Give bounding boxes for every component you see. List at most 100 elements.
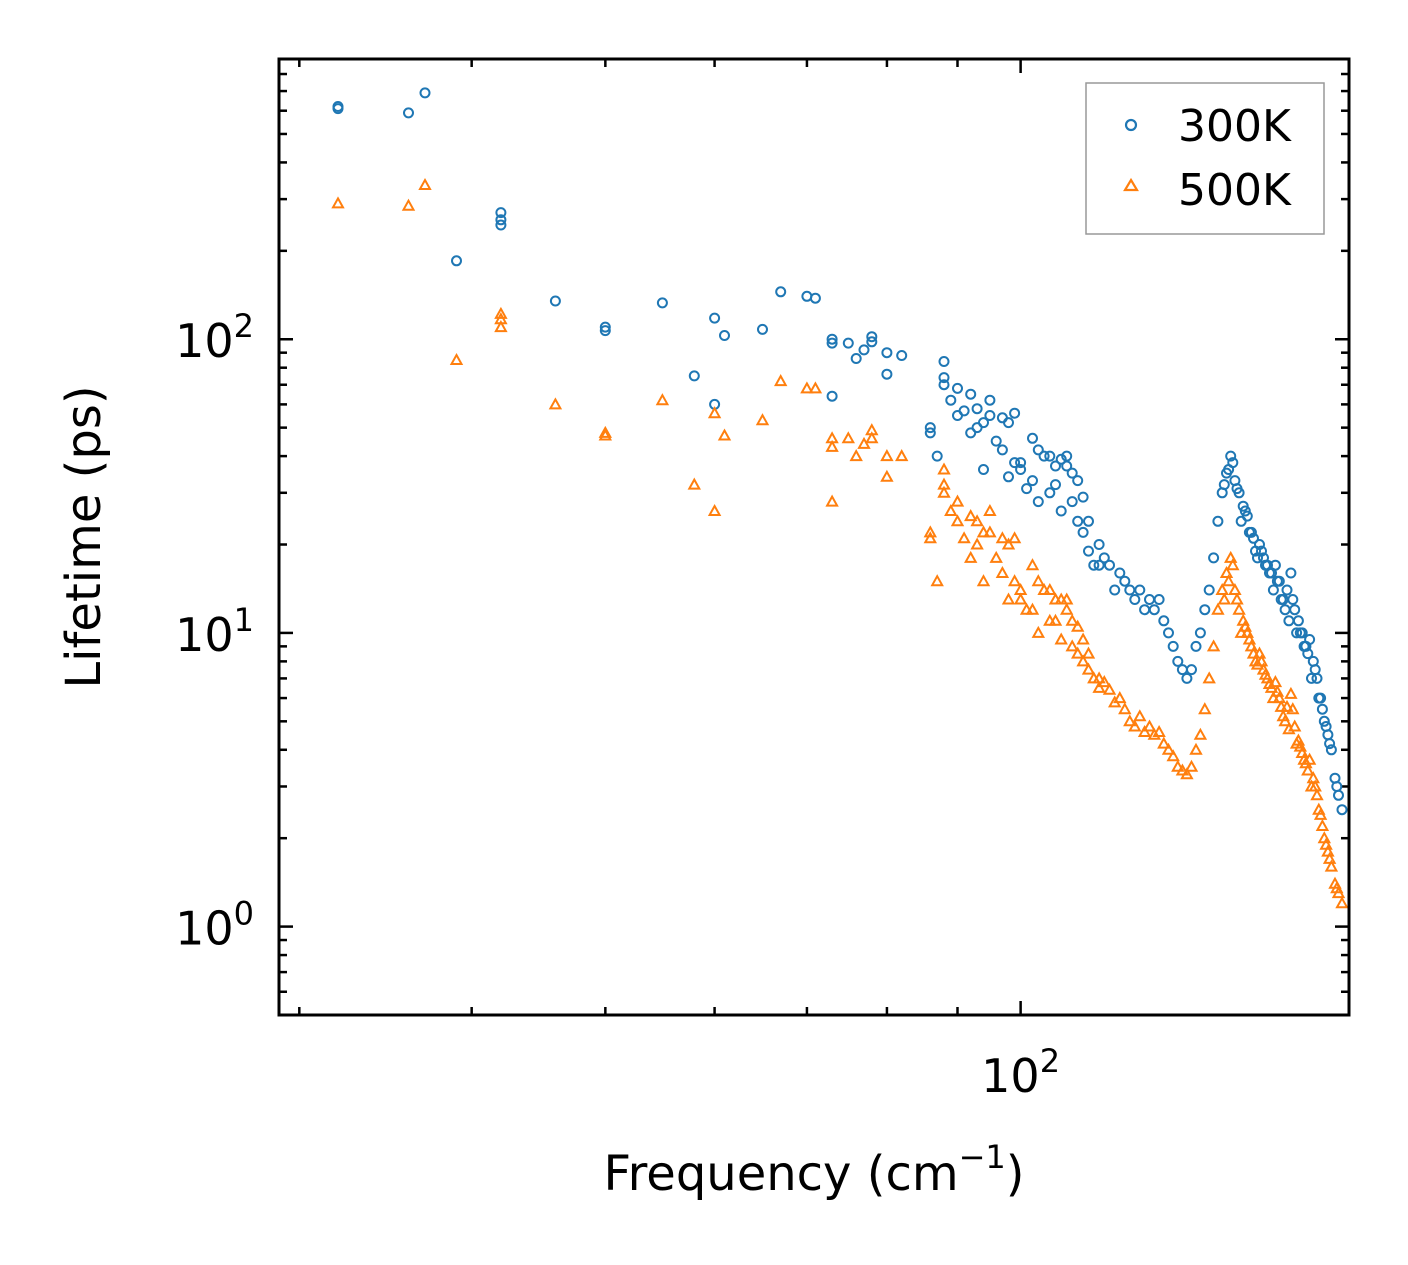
data-point-300K: [599, 321, 611, 333]
data-point-300K: [1212, 515, 1224, 527]
data-point-500K: [1076, 632, 1090, 645]
data-point-300K: [1119, 575, 1131, 587]
data-point-300K: [1291, 627, 1303, 639]
data-point-300K: [1243, 526, 1255, 538]
data-point-500K: [957, 531, 971, 544]
data-point-300K: [1077, 526, 1089, 538]
data-point-500K: [1217, 592, 1231, 605]
data-point-300K: [1093, 539, 1105, 550]
data-point-500K: [923, 531, 937, 544]
data-point-300K: [1309, 664, 1321, 676]
data-point-300K: [1003, 471, 1014, 483]
data-point-500K: [1198, 702, 1212, 715]
data-point-300K: [1134, 584, 1146, 596]
data-point-500K: [1322, 851, 1337, 864]
data-point-500K: [1007, 531, 1022, 544]
data-point-500K: [1230, 592, 1244, 605]
data-point-300K: [1104, 559, 1115, 571]
data-point-500K: [1189, 742, 1203, 755]
data-point-300K: [1304, 634, 1316, 645]
legend-label-500K: 500K: [1178, 165, 1292, 216]
data-point-300K: [495, 214, 507, 226]
data-point-300K: [1318, 715, 1330, 727]
data-point-300K: [1055, 453, 1067, 465]
data-point-500K: [1284, 686, 1298, 699]
data-point-500K: [717, 428, 732, 441]
x-axis-label-text: Frequency (cm: [603, 1146, 958, 1202]
x-axis-label-close: ): [1006, 1146, 1025, 1202]
data-point-500K: [983, 525, 997, 538]
data-point-500K: [1226, 558, 1240, 571]
data-point-500K: [1304, 779, 1319, 792]
data-point-500K: [1060, 592, 1074, 605]
data-point-300K: [826, 333, 838, 345]
data-point-500K: [1221, 574, 1236, 587]
y-axis-label: Lifetime (ps): [56, 385, 112, 688]
data-point-300K: [866, 331, 878, 343]
data-point-500K: [1215, 582, 1229, 595]
data-point-300K: [1271, 575, 1283, 587]
data-point-500K: [841, 431, 855, 444]
data-point-300K: [1009, 407, 1021, 419]
data-point-500K: [1319, 837, 1333, 850]
data-point-500K: [1102, 682, 1117, 695]
data-point-300K: [924, 422, 936, 434]
data-point-500K: [1031, 625, 1045, 638]
data-point-300K: [990, 435, 1002, 447]
data-point-500K: [1289, 736, 1304, 749]
data-point-500K: [1293, 739, 1307, 752]
data-point-500K: [1001, 537, 1016, 550]
data-point-300K: [1324, 738, 1336, 750]
data-point-500K: [1219, 565, 1234, 578]
data-point-500K: [964, 550, 978, 563]
data-point-300K: [1254, 539, 1265, 550]
data-point-300K: [1239, 505, 1251, 517]
data-point-500K: [865, 431, 879, 444]
data-point-500K: [930, 574, 944, 587]
data-point-300K: [809, 292, 821, 304]
data-point-300K: [1003, 417, 1014, 429]
data-point-300K: [1050, 460, 1061, 472]
data-point-500K: [1065, 613, 1079, 626]
x-axis-label-exponent: −1: [959, 1138, 1006, 1176]
data-point-300K: [1009, 457, 1021, 469]
data-point-300K: [826, 337, 838, 349]
data-point-300K: [1072, 515, 1084, 527]
data-point-300K: [1199, 604, 1211, 616]
data-point-300K: [599, 325, 611, 337]
data-point-500K: [1180, 767, 1194, 780]
data-point-300K: [1021, 483, 1033, 495]
data-point-300K: [757, 323, 768, 335]
data-point-500K: [880, 469, 894, 482]
data-point-500K: [1335, 896, 1349, 909]
data-point-500K: [950, 494, 965, 507]
data-point-500K: [1234, 625, 1248, 638]
data-point-300K: [1088, 559, 1100, 571]
data-point-500K: [449, 352, 464, 365]
legend-box: [1085, 82, 1325, 235]
data-point-500K: [1246, 646, 1261, 659]
data-point-500K: [1097, 675, 1111, 688]
data-point-500K: [401, 198, 416, 211]
data-point-500K: [1228, 582, 1242, 595]
data-point-500K: [1297, 752, 1311, 765]
data-point-500K: [1286, 702, 1300, 715]
data-point-300K: [826, 390, 838, 402]
data-point-500K: [1161, 742, 1176, 755]
data-point-300K: [1281, 584, 1293, 596]
y-tick-exponent: 2: [234, 307, 254, 345]
data-point-300K: [1225, 450, 1237, 462]
data-point-300K: [1223, 464, 1235, 475]
data-point-300K: [1066, 496, 1078, 508]
data-point-300K: [549, 295, 561, 307]
data-point-500K: [800, 381, 814, 394]
data-point-500K: [964, 509, 978, 522]
data-point-300K: [1129, 594, 1141, 605]
data-point-500K: [1071, 646, 1085, 659]
data-point-500K: [944, 503, 958, 516]
data-point-500K: [995, 565, 1010, 578]
data-point-500K: [1324, 859, 1339, 872]
data-point-300K: [1172, 655, 1184, 667]
data-point-300K: [842, 337, 854, 349]
data-point-500K: [1250, 657, 1265, 670]
